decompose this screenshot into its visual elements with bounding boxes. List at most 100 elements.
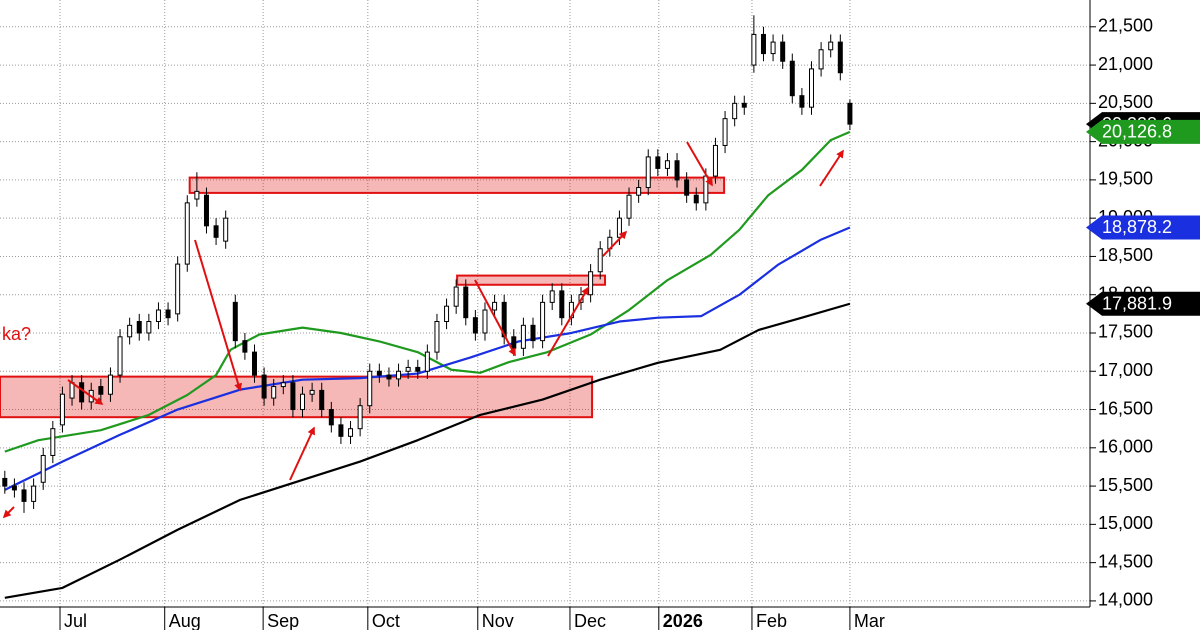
arrow [474,279,516,357]
candle-body [290,382,296,411]
candle-body [837,41,843,74]
candle-body [21,489,27,502]
candle-body [799,95,805,108]
candle-body [203,194,209,227]
moving-averages [4,130,851,599]
candle-body [741,102,747,108]
candle-body [213,225,219,238]
x-tick-label: Dec [574,611,606,630]
zone [0,375,594,419]
arrow [547,286,589,357]
price-tag [1086,291,1200,316]
candle-body [472,317,478,334]
price-tag-label: 18,878.2 [1102,217,1172,237]
candle-body [597,248,603,273]
y-tick-label: 17,000 [1098,360,1153,380]
moving-average-line [4,130,851,453]
candle-body [223,217,229,242]
candle-body [405,366,411,372]
candle-body [357,405,363,430]
candle-body [59,393,65,426]
candle-body [117,336,123,376]
candle-body [175,263,181,315]
y-tick-label: 15,500 [1098,475,1153,495]
price-tags: 20,228.620,126.818,878.217,881.9 [1086,112,1200,316]
candle-body [645,156,651,189]
y-tick-label: 21,500 [1098,16,1153,36]
candle-body [367,370,373,407]
candle-body [300,393,306,411]
candle-body [2,477,8,487]
candle-body [261,374,267,399]
x-tick-label: 2026 [663,611,703,630]
candle-body [751,33,757,66]
y-tick-label: 16,500 [1098,398,1153,418]
candle-body [79,382,85,403]
candle-body [444,305,450,323]
arrow [686,141,713,187]
candle-body [271,386,277,399]
candle-body [434,321,440,353]
y-tick-label: 15,000 [1098,513,1153,533]
candle-body [165,309,171,319]
candle-body [348,428,354,437]
candle-body [184,202,190,265]
arrow [819,149,844,187]
candle-body [146,321,152,334]
candle-body [98,386,104,395]
arrow [67,379,104,405]
candle-body [684,179,690,196]
candle-body [50,428,56,456]
candle-body [386,374,392,380]
candle-body [40,454,46,483]
annotation: ka? [2,324,31,344]
candle-body [127,324,133,338]
candle-body [511,336,517,349]
candle-body [319,389,325,411]
candle-body [453,286,459,307]
y-tick-label: 14,500 [1098,551,1153,571]
zone [456,274,607,286]
candle-body [828,41,834,51]
candles [2,15,853,513]
price-tag-label: 17,881.9 [1102,294,1172,314]
candle-body [328,409,334,426]
y-tick-label: 18,500 [1098,245,1153,265]
y-tick-label: 20,500 [1098,92,1153,112]
candle-body [847,102,853,125]
candle-body [136,321,142,334]
candle-body [463,286,469,319]
candle-body [194,190,200,200]
price-tag [1086,215,1200,240]
x-tick-label: Jul [64,611,87,630]
candle-body [722,118,728,146]
price-tag-label: 20,126.8 [1102,122,1172,142]
candle-body [242,340,248,353]
candle-body [520,324,526,349]
x-tick-label: Oct [372,611,400,630]
candle-body [760,33,766,55]
candle-body [31,485,37,502]
candle-body [415,366,421,372]
arrow [602,230,628,257]
candle-body [655,156,661,169]
x-tick-label: Nov [482,611,514,630]
x-tick-label: Mar [854,611,885,630]
candle-body [712,144,718,177]
candle-body [588,271,594,296]
arrow [194,239,242,392]
moving-average-line [4,302,851,599]
zones [0,176,726,419]
candle-body [309,389,315,395]
candle-body [155,309,161,323]
x-tick-label: Sep [267,611,299,630]
candle-body [396,370,402,380]
candle-body [530,324,536,342]
y-tick-label: 19,500 [1098,169,1153,189]
arrow [289,426,315,481]
candle-body [424,351,430,372]
candle-body [492,301,498,311]
candle-body [338,424,344,437]
x-tick-label: Aug [169,611,201,630]
